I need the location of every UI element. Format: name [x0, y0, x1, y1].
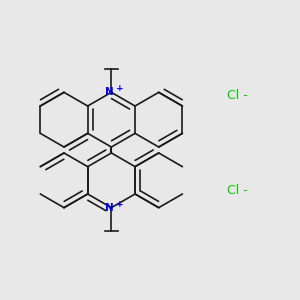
Text: Cl -: Cl -	[227, 184, 248, 196]
Text: +: +	[116, 200, 124, 208]
Text: N: N	[106, 87, 114, 97]
Text: N: N	[106, 203, 114, 213]
Text: +: +	[116, 84, 124, 93]
Text: Cl -: Cl -	[227, 88, 248, 101]
